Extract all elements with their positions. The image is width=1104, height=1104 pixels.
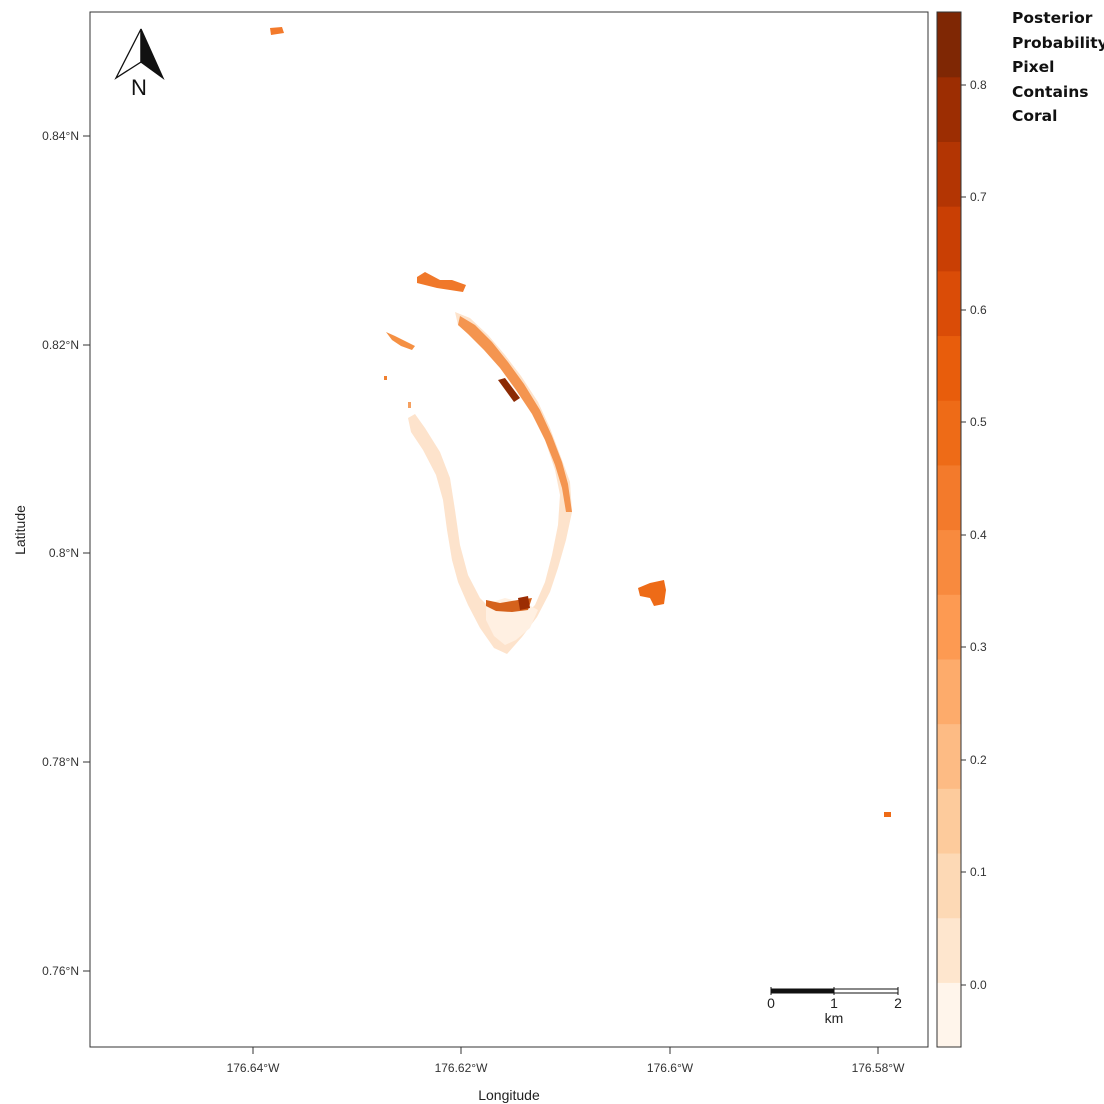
- islet-southeast: [884, 812, 891, 817]
- scale-bar-unit: km: [825, 1010, 844, 1026]
- legend-color-step: [937, 982, 961, 1048]
- legend-color-step: [937, 270, 961, 337]
- legend-title-line: Contains: [1012, 82, 1089, 101]
- legend-tick-label: 0.6: [970, 303, 987, 317]
- x-tick-label: 176.64°W: [227, 1061, 281, 1075]
- legend-tick-label: 0.2: [970, 753, 987, 767]
- legend-tick-label: 0.7: [970, 190, 987, 204]
- legend-color-bar: [937, 12, 961, 1048]
- reef-speck: [384, 376, 387, 380]
- y-axis-title: Latitude: [12, 505, 28, 555]
- legend-tick-label: 0.1: [970, 865, 987, 879]
- reef-northwest-fragment: [386, 332, 415, 350]
- legend-color-step: [937, 400, 961, 466]
- islet-northwest: [270, 27, 284, 35]
- islet-east: [638, 580, 666, 606]
- y-tick-label: 0.78°N: [42, 755, 79, 769]
- legend-color-step: [937, 12, 961, 78]
- hotspot-north: [498, 378, 520, 402]
- legend-tick-label: 0.5: [970, 415, 987, 429]
- x-axis: [252, 1047, 879, 1054]
- north-arrow-label: N: [131, 75, 147, 100]
- legend-color-step: [937, 594, 961, 660]
- legend-color-step: [937, 852, 961, 919]
- legend-title-line: Coral: [1012, 107, 1058, 125]
- legend-ticks: [961, 84, 966, 986]
- legend-tick-label: 0.3: [970, 640, 987, 654]
- scale-bar-tick-0: 0: [767, 995, 775, 1011]
- y-tick-label: 0.84°N: [42, 129, 79, 143]
- legend-tick-label: 0.0: [970, 978, 987, 992]
- scale-bar-tick-2: 2: [894, 995, 902, 1011]
- legend-title: Posterior Probability Pixel Contains Cor…: [1012, 6, 1104, 129]
- y-axis: [83, 135, 90, 972]
- coral-patches: [270, 27, 891, 817]
- legend-color-step: [937, 464, 961, 531]
- legend-color-step: [937, 76, 961, 142]
- legend-title-line: Probability: [1012, 33, 1104, 52]
- x-tick-label: 176.6°W: [647, 1061, 694, 1075]
- legend-color-step: [937, 658, 961, 725]
- scale-bar: [770, 987, 899, 995]
- legend-color-step: [937, 141, 961, 207]
- legend-color-step: [937, 335, 961, 401]
- legend-color-step: [937, 917, 961, 983]
- y-tick-label: 0.8°N: [49, 546, 79, 560]
- scale-bar-tick-1: 1: [830, 995, 838, 1011]
- north-arrow-icon: [114, 28, 165, 80]
- reef-north-fragment: [417, 272, 466, 292]
- y-tick-label: 0.76°N: [42, 964, 79, 978]
- x-axis-title: Longitude: [478, 1087, 540, 1103]
- legend-color-step: [937, 529, 961, 595]
- reef-speck: [408, 402, 411, 408]
- legend-color-step: [937, 723, 961, 789]
- map-panel: [89, 11, 929, 1048]
- legend-tick-label: 0.4: [970, 528, 987, 542]
- hotspot-south: [518, 596, 530, 610]
- legend-title-line: Pixel: [1012, 58, 1055, 76]
- legend-frame: [936, 11, 962, 1048]
- y-tick-label: 0.82°N: [42, 338, 79, 352]
- x-tick-label: 176.58°W: [852, 1061, 906, 1075]
- legend-title-line: Posterior: [1012, 9, 1093, 27]
- legend-tick-label: 0.8: [970, 78, 987, 92]
- legend-color-step: [937, 788, 961, 854]
- legend-color-step: [937, 206, 961, 272]
- x-tick-label: 176.62°W: [435, 1061, 489, 1075]
